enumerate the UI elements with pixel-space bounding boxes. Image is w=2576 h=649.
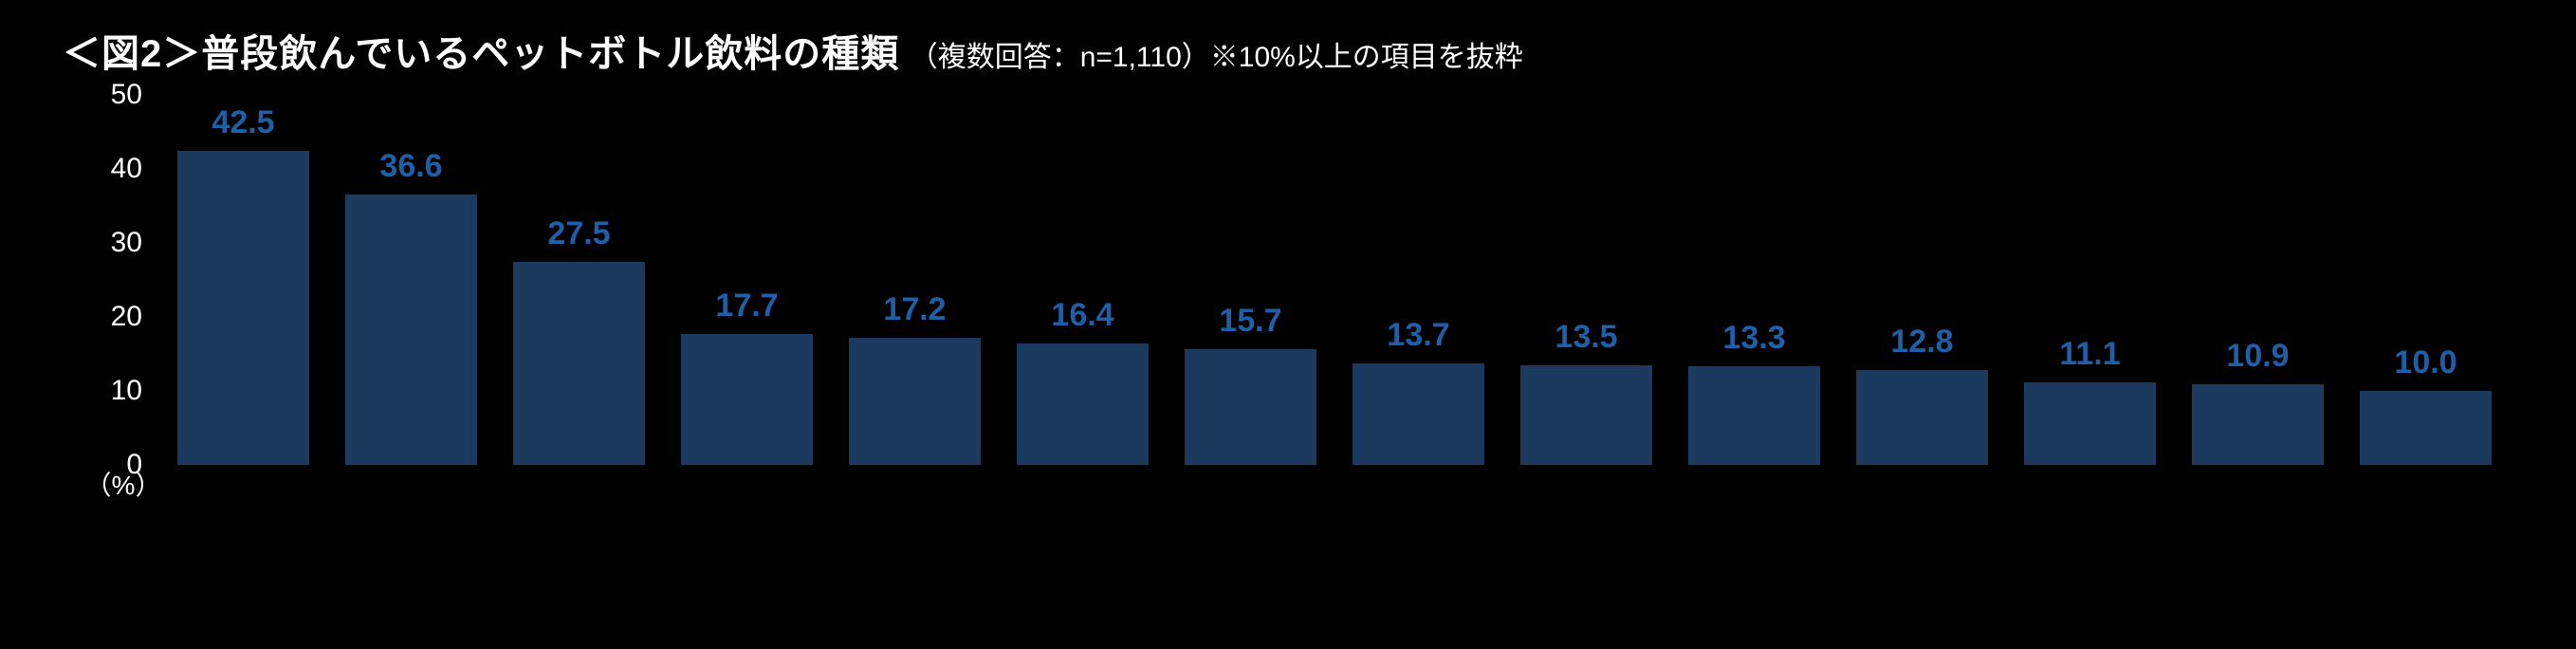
bar xyxy=(2024,382,2155,465)
bar-chart: 50 40 30 20 10 0 42.5 36.6 27.5 xyxy=(76,95,2519,503)
chart-title-row: ＜図2＞普段飲んでいるペットボトル飲料の種類 （複数回答：n=1,110）※10… xyxy=(63,23,2519,78)
bar-cell: 11.1 xyxy=(2006,95,2174,465)
bar-value-label: 42.5 xyxy=(212,104,274,141)
bar xyxy=(513,262,644,466)
bar-value-label: 36.6 xyxy=(379,148,442,185)
ytick-20: 20 xyxy=(76,303,142,331)
bar xyxy=(1688,366,1819,465)
bar-value-label: 10.9 xyxy=(2226,338,2289,375)
bar-cell: 17.2 xyxy=(831,95,999,465)
chart-title-main: ＜図2＞普段飲んでいるペットボトル飲料の種類 xyxy=(63,33,899,75)
bar xyxy=(1185,349,1316,465)
bar-value-label: 13.5 xyxy=(1555,319,1617,356)
ytick-50: 50 xyxy=(76,81,142,109)
plot-area: 42.5 36.6 27.5 17.7 17.2 xyxy=(150,95,2519,465)
bar-value-label: 11.1 xyxy=(2059,336,2120,373)
bar-cell: 16.4 xyxy=(999,95,1167,465)
bar-cell: 12.8 xyxy=(1838,95,2006,465)
bar-value-label: 16.4 xyxy=(1051,297,1113,334)
bar xyxy=(1017,343,1148,465)
bar xyxy=(2360,391,2491,465)
bar xyxy=(177,151,308,466)
bars-row: 42.5 36.6 27.5 17.7 17.2 xyxy=(150,95,2519,465)
bar-cell: 13.3 xyxy=(1670,95,1838,465)
bar-cell: 27.5 xyxy=(495,95,663,465)
ytick-10: 10 xyxy=(76,377,142,405)
bar-value-label: 17.2 xyxy=(883,291,946,328)
bar-value-label: 27.5 xyxy=(547,215,610,252)
bar-cell: 10.0 xyxy=(2342,95,2510,465)
bar-cell: 42.5 xyxy=(159,95,327,465)
bar-value-label: 10.0 xyxy=(2394,344,2456,381)
bar xyxy=(1856,370,1987,465)
bar-cell: 36.6 xyxy=(327,95,495,465)
figure-container: ＜図2＞普段飲んでいるペットボトル飲料の種類 （複数回答：n=1,110）※10… xyxy=(0,0,2576,649)
bar xyxy=(345,195,476,465)
bar-cell: 17.7 xyxy=(663,95,831,465)
bar-cell: 13.7 xyxy=(1334,95,1502,465)
bar xyxy=(1352,363,1483,465)
bar-value-label: 12.8 xyxy=(1890,324,1953,361)
bar-cell: 10.9 xyxy=(2174,95,2342,465)
ytick-40: 40 xyxy=(76,155,142,183)
bar-value-label: 13.7 xyxy=(1387,317,1449,354)
bar-value-label: 13.3 xyxy=(1722,320,1785,357)
chart-title-sub: （複数回答：n=1,110）※10%以上の項目を抜粋 xyxy=(910,42,1523,73)
bar xyxy=(681,334,812,465)
bar-value-label: 17.7 xyxy=(715,287,778,324)
bar xyxy=(1520,365,1651,465)
bar-cell: 15.7 xyxy=(1167,95,1334,465)
bar-value-label: 15.7 xyxy=(1219,303,1281,340)
y-unit-label: （%） xyxy=(76,465,171,503)
ytick-30: 30 xyxy=(76,229,142,257)
bar xyxy=(849,338,980,465)
bar-cell: 13.5 xyxy=(1502,95,1670,465)
bar xyxy=(2192,384,2323,465)
